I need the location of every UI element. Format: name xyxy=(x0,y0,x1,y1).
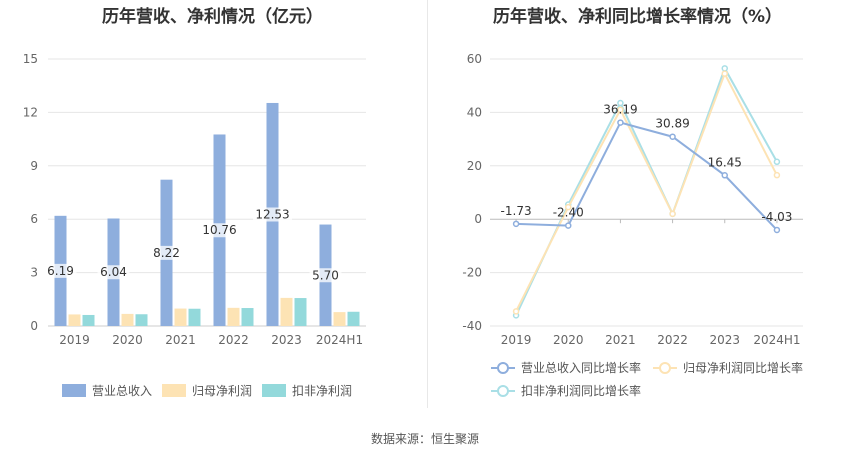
data-label-bg xyxy=(150,245,183,260)
line-data-label: -2.40 xyxy=(553,206,584,220)
x-tick-label: 2023 xyxy=(271,333,302,347)
point-归母净利润同比增长率 xyxy=(512,308,520,315)
point-扣非净利润同比增长率 xyxy=(617,99,624,107)
line-扣非净利润同比增长率 xyxy=(515,65,778,316)
legend-label: 营业总收入同比增长率 xyxy=(521,360,641,375)
legend-marker xyxy=(659,362,671,374)
bar-data-label: 6.04 xyxy=(100,265,127,279)
y-tick-label: 15 xyxy=(23,52,38,66)
bar-归母净利润 xyxy=(121,313,134,326)
line-data-label: 36.19 xyxy=(603,103,637,117)
line-data-label: 30.89 xyxy=(655,117,689,131)
point-归母净利润同比增长率 xyxy=(773,171,781,179)
point-营业总收入同比增长率 xyxy=(721,172,728,179)
line-data-label: -1.73 xyxy=(501,204,532,218)
x-tick-label: 2024H1 xyxy=(316,333,363,347)
y-tick-label: 20 xyxy=(467,159,482,173)
point-归母净利润同比增长率 xyxy=(565,203,572,211)
point-扣非净利润同比增长率 xyxy=(721,65,728,72)
bar-归母净利润 xyxy=(227,307,240,326)
bar-扣非净利润 xyxy=(82,314,95,326)
x-tick-label: 2022 xyxy=(657,333,688,347)
line-chart-title: 历年营收、净利同比增长率情况（%） xyxy=(492,7,783,27)
legend-marker xyxy=(497,385,509,397)
legend-swatch xyxy=(162,384,186,397)
y-tick-label: 12 xyxy=(23,105,38,119)
x-tick-label: 2019 xyxy=(501,333,532,347)
data-source-note: 数据来源：恒生聚源 xyxy=(370,432,479,446)
line-归母净利润同比增长率 xyxy=(515,71,778,312)
x-tick-label: 2020 xyxy=(112,333,143,347)
y-tick-label: 9 xyxy=(30,159,38,173)
point-营业总收入同比增长率 xyxy=(565,222,572,229)
bar-data-label: 12.53 xyxy=(255,207,289,221)
bar-归母净利润 xyxy=(333,312,346,326)
point-营业总收入同比增长率 xyxy=(773,226,781,234)
legend-swatch xyxy=(62,384,86,397)
y-tick-label: 0 xyxy=(474,212,482,226)
x-tick-label: 2021 xyxy=(165,333,196,347)
y-tick-label: -20 xyxy=(462,266,482,280)
line-data-label: -4.03 xyxy=(761,210,792,224)
legend-label: 扣非净利润 xyxy=(292,384,352,398)
data-label-bg xyxy=(44,263,77,278)
y-tick-label: 0 xyxy=(30,319,38,333)
y-tick-label: 3 xyxy=(30,266,38,280)
y-tick-label: 60 xyxy=(467,52,482,66)
legend-marker xyxy=(497,362,509,374)
legend-label: 营业总收入 xyxy=(92,384,152,398)
point-归母净利润同比增长率 xyxy=(721,70,728,77)
point-营业总收入同比增长率 xyxy=(617,119,624,126)
bar-归母净利润 xyxy=(280,297,293,326)
bar-chart-title: 历年营收、净利情况（亿元） xyxy=(102,7,323,27)
bar-扣非净利润 xyxy=(188,308,201,326)
line-营业总收入同比增长率 xyxy=(516,121,778,231)
legend-label: 归母净利润 xyxy=(192,384,252,398)
chart-divider xyxy=(427,0,428,408)
x-tick-label: 2020 xyxy=(553,333,584,347)
x-tick-label: 2019 xyxy=(59,333,90,347)
legend-label: 归母净利润同比增长率 xyxy=(683,360,803,375)
bar-chart: 0 3 6 9 12 15 2019 6.19 2020 6.04 2021 8.22 2022 10.7… xyxy=(23,52,366,398)
x-tick-label: 2021 xyxy=(605,333,636,347)
bar-data-label: 5.70 xyxy=(312,268,339,282)
bar-扣非净利润 xyxy=(135,314,148,326)
point-扣非净利润同比增长率 xyxy=(773,158,781,166)
point-归母净利润同比增长率 xyxy=(617,106,624,113)
data-label-bg xyxy=(253,207,292,222)
line-data-label: 16.45 xyxy=(708,155,742,169)
data-label-bg xyxy=(200,223,239,238)
legend-swatch xyxy=(262,384,286,397)
bar-归母净利润 xyxy=(174,308,187,326)
x-tick-label: 2024H1 xyxy=(753,333,800,347)
bar-归母净利润 xyxy=(68,314,81,326)
data-label-bg xyxy=(97,265,130,280)
point-营业总收入同比增长率 xyxy=(512,220,520,228)
legend-label: 扣非净利润同比增长率 xyxy=(521,383,641,398)
data-label-bg xyxy=(309,268,342,283)
bar-扣非净利润 xyxy=(294,298,307,326)
y-tick-label: 40 xyxy=(467,105,482,119)
point-营业总收入同比增长率 xyxy=(669,133,676,140)
x-tick-label: 2023 xyxy=(709,333,740,347)
bar-data-label: 10.76 xyxy=(202,223,236,237)
x-tick-label: 2022 xyxy=(218,333,249,347)
y-tick-label: 6 xyxy=(30,212,38,226)
y-tick-label: -40 xyxy=(462,319,482,333)
bar-扣非净利润 xyxy=(347,311,360,326)
line-chart: -40 -20 0 20 40 60 2019 2020 2021 2022 2023 2024H1 -… xyxy=(462,52,803,398)
bar-扣非净利润 xyxy=(241,308,254,326)
bar-data-label: 8.22 xyxy=(153,246,180,260)
bar-data-label: 6.19 xyxy=(47,264,74,278)
point-归母净利润同比增长率 xyxy=(669,210,676,218)
